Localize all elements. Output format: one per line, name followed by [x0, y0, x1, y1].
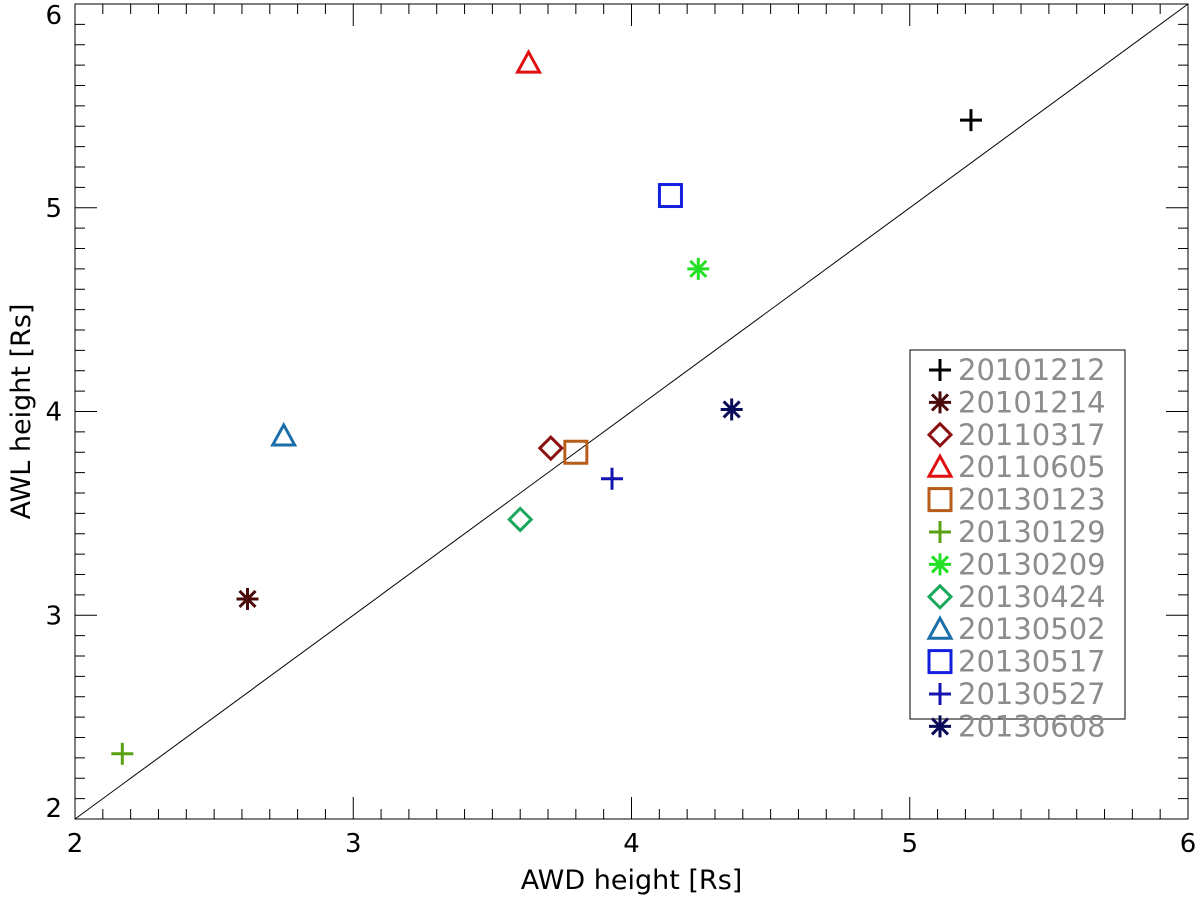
legend-marker-20130123 [927, 487, 953, 513]
legend-marker-20101214 [929, 391, 951, 414]
legend-marker-20130502 [926, 615, 954, 640]
y-tick-label: 3 [45, 601, 62, 631]
legend-marker-20130517 [927, 649, 953, 675]
legend-entry-label: 20130502 [958, 612, 1106, 646]
reference-line [74, 3, 1189, 820]
legend-entry-label: 20101212 [958, 353, 1106, 387]
legend-entry-label: 20110605 [958, 450, 1106, 484]
legend-entry-label: 20130129 [958, 515, 1106, 549]
point-20130517 [657, 183, 683, 209]
legend-marker-20130608 [929, 715, 951, 738]
plot-frame [74, 3, 1189, 820]
legend-entry-label: 20130517 [958, 645, 1106, 679]
point-20130502 [270, 421, 298, 447]
point-20130608 [720, 398, 743, 421]
data-points [111, 48, 982, 765]
tick-labels: 2 3 4 5 6 2 3 4 5 6 [45, 1, 1196, 859]
point-20130123 [563, 439, 589, 465]
x-axis-label: AWD height [Rs] [521, 865, 743, 896]
point-20101214 [236, 587, 259, 610]
legend-entry-label: 20130527 [958, 677, 1106, 711]
point-20110605 [515, 48, 543, 74]
point-20110317 [537, 435, 564, 462]
legend-entry-label: 20130123 [958, 483, 1106, 517]
y-axis-label: AWL height [Rs] [6, 304, 37, 520]
y-tick-label: 4 [45, 398, 62, 428]
legend-box [909, 349, 1126, 720]
reference-line-group [74, 3, 1189, 820]
point-20130129 [111, 742, 134, 765]
point-20130527 [601, 467, 624, 490]
legend-marker-20130129 [929, 521, 951, 543]
y-tick-label: 6 [45, 1, 62, 31]
legend-entry-label: 20130209 [958, 547, 1106, 581]
x-tick-label: 6 [1180, 829, 1197, 859]
legend-marker-20110317 [926, 421, 954, 448]
x-tick-label: 3 [345, 829, 362, 859]
point-20101212 [959, 109, 982, 132]
legend-entry-label: 20130608 [958, 709, 1106, 743]
x-tick-label: 5 [901, 829, 918, 859]
legend-marker-20130527 [929, 683, 951, 705]
x-tick-label: 4 [623, 829, 640, 859]
legend-entry-label: 20130424 [958, 580, 1106, 614]
legend-marker-20110605 [926, 453, 954, 478]
point-20130424 [507, 506, 534, 533]
y-tick-label: 5 [45, 194, 62, 224]
legend-marker-20130209 [929, 553, 951, 576]
legend-entry-label: 20110317 [958, 418, 1106, 452]
legend-marker-20101212 [929, 359, 951, 381]
y-tick-label: 2 [45, 794, 62, 824]
legend-entry-label: 20101214 [958, 385, 1106, 419]
legend-marker-20130424 [926, 583, 954, 610]
x-tick-label: 2 [67, 829, 84, 859]
axis-ticks [74, 3, 1189, 820]
point-20130209 [687, 257, 710, 280]
legend: 2010121220101214201103172011060520130123… [909, 349, 1126, 743]
